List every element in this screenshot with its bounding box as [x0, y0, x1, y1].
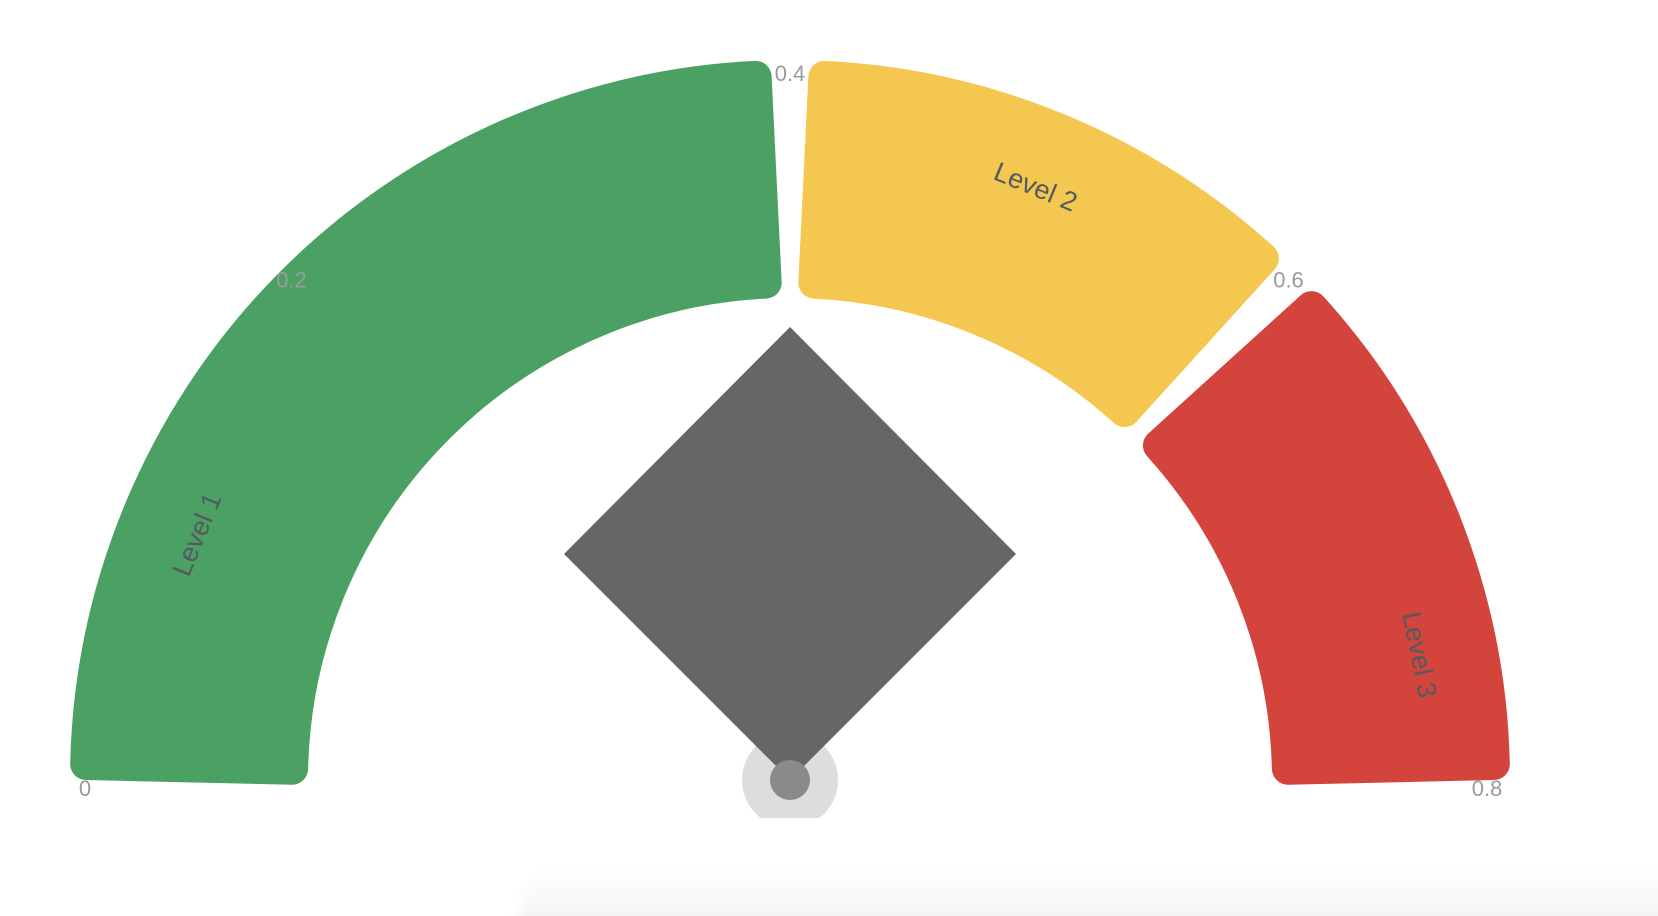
- ticks-layer: 0 0.2 0.4 0.6 0.8: [79, 61, 1502, 801]
- tick-label-1: 0.2: [276, 267, 307, 292]
- pointer-layer: [564, 327, 1016, 818]
- tick-label-3: 0.6: [1273, 267, 1304, 292]
- band-3: [1142, 291, 1510, 785]
- tick-label-0: 0: [79, 776, 91, 801]
- tick-label-4: 0.8: [1472, 776, 1503, 801]
- bottom-shadow: [520, 868, 1658, 916]
- gauge-pointer: [564, 327, 1016, 780]
- band-2: [798, 60, 1279, 428]
- tick-label-2: 0.4: [775, 61, 806, 86]
- pivot-center: [770, 760, 810, 800]
- bands-layer: [70, 60, 1510, 785]
- band-1: [70, 60, 782, 785]
